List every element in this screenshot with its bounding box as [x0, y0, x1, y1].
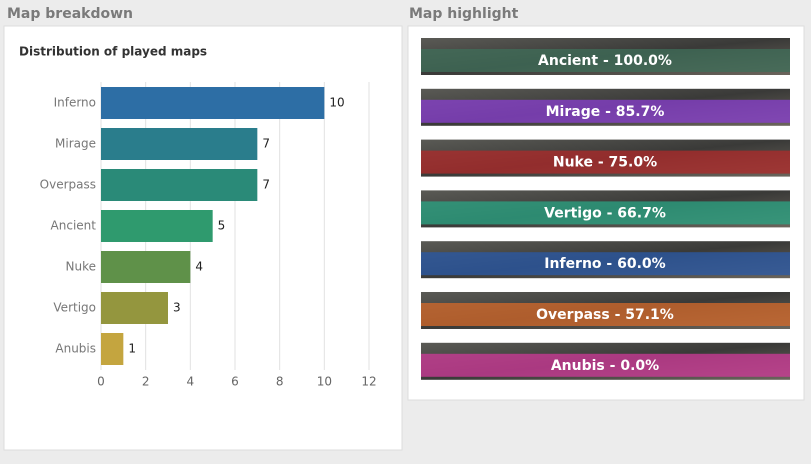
x-tick-label: 4	[187, 375, 195, 389]
x-tick-label: 2	[142, 375, 150, 389]
x-tick-label: 12	[361, 375, 376, 389]
banner-label: Overpass - 57.1%	[536, 307, 674, 323]
y-tick-label: Nuke	[66, 260, 97, 274]
x-tick-label: 6	[231, 375, 239, 389]
y-tick-label: Overpass	[40, 178, 96, 192]
x-tick-label: 0	[97, 375, 105, 389]
banner-label: Mirage - 85.7%	[546, 104, 665, 120]
bar	[101, 333, 124, 365]
x-tick-label: 8	[276, 375, 284, 389]
banner-band	[421, 303, 790, 326]
data-label: 1	[128, 342, 136, 356]
data-label: 4	[195, 260, 203, 274]
banner-band	[421, 252, 790, 276]
bar	[101, 210, 213, 242]
bar	[101, 169, 258, 201]
data-label: 5	[218, 219, 226, 233]
y-tick-label: Ancient	[51, 219, 97, 233]
banner-band	[421, 150, 790, 174]
banner-band	[421, 99, 790, 123]
bar	[101, 292, 168, 324]
banner-label: Nuke - 75.0%	[553, 155, 657, 171]
y-tick-label: Vertigo	[53, 301, 96, 315]
panel-title: Map breakdown	[7, 6, 133, 22]
data-label: 7	[262, 137, 270, 151]
bar	[101, 251, 191, 283]
bar	[101, 128, 258, 160]
banner-label: Inferno - 60.0%	[544, 256, 665, 272]
x-tick-label: 10	[317, 375, 332, 389]
y-tick-label: Mirage	[55, 137, 96, 151]
data-label: 3	[173, 301, 181, 315]
panel-title: Map highlight	[409, 6, 519, 22]
data-label: 7	[262, 178, 270, 192]
plot: 0 2 4 6 8 10 12 Inferno 10 Mirage 7 Overpass 7 Ancien…	[40, 82, 377, 389]
banner-label: Anubis - 0.0%	[551, 358, 659, 374]
chart-title: Distribution of played maps	[19, 45, 207, 59]
bar	[101, 87, 325, 119]
banner-band	[421, 49, 790, 72]
y-tick-label: Inferno	[54, 96, 96, 110]
banner-label: Ancient - 100.0%	[538, 53, 672, 69]
banner-band	[421, 201, 790, 225]
banner-label: Vertigo - 66.7%	[544, 205, 666, 221]
y-tick-label: Anubis	[55, 342, 96, 356]
banner-band	[421, 353, 790, 377]
highlight-list: Ancient - 100.0% Mirage - 85.7% Nuke - 75.…	[421, 38, 790, 380]
data-label: 10	[329, 96, 344, 110]
